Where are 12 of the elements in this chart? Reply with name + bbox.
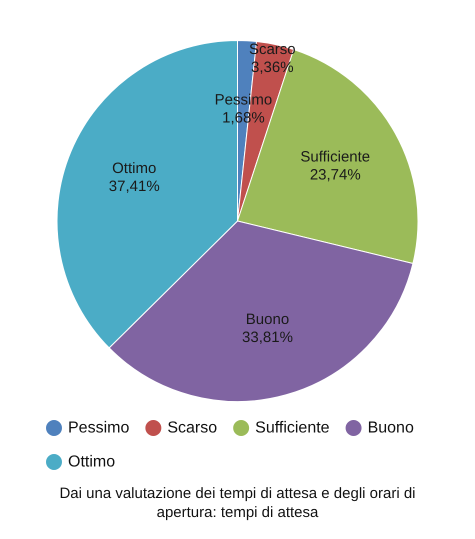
slice-label: Ottimo: [112, 160, 156, 178]
text: Dai una valutazione dei tempi di attesa e degli orari di apertura: tempi di attesa: [58, 484, 417, 522]
legend-label: Scarso: [167, 419, 218, 436]
slice-label: Buono: [246, 310, 290, 328]
slice-label: Sufficiente: [300, 148, 370, 166]
data-label: 37,41%: [108, 178, 160, 196]
legend-label: Buono: [368, 419, 414, 436]
data-label: 33,81%: [242, 328, 293, 346]
legend-label: Ottimo: [68, 453, 116, 470]
legend-label: Sufficiente: [255, 419, 330, 436]
data-label: 23,74%: [310, 166, 361, 184]
legend-label: Pessimo: [68, 419, 130, 436]
